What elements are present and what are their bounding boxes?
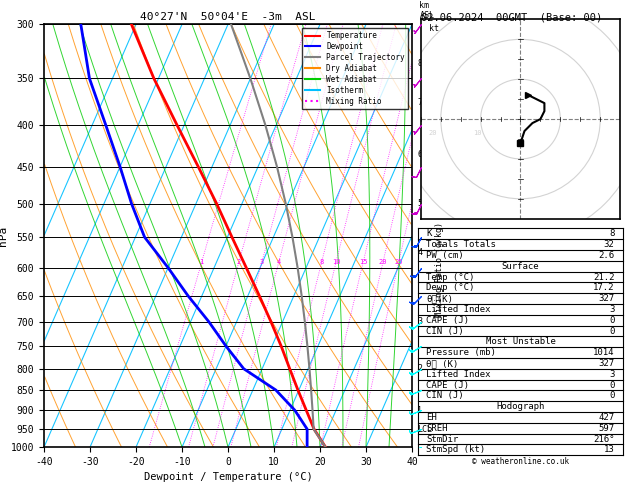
Text: 17.2: 17.2	[593, 283, 615, 292]
Text: 4: 4	[417, 248, 422, 257]
Text: Totals Totals: Totals Totals	[426, 240, 496, 249]
Text: 8: 8	[609, 229, 615, 238]
Text: 20: 20	[379, 259, 387, 265]
Text: 6: 6	[417, 150, 422, 159]
Text: 327: 327	[598, 359, 615, 368]
Text: CIN (J): CIN (J)	[426, 391, 464, 400]
Text: 02.06.2024  00GMT  (Base: 00): 02.06.2024 00GMT (Base: 00)	[421, 12, 603, 22]
Text: 597: 597	[598, 424, 615, 433]
Text: EH: EH	[426, 413, 437, 422]
Text: LCL: LCL	[417, 425, 432, 434]
Text: 3: 3	[260, 259, 264, 265]
Text: 1: 1	[417, 406, 422, 415]
Y-axis label: hPa: hPa	[0, 226, 8, 246]
Text: 8: 8	[417, 58, 422, 68]
Title: 40°27'N  50°04'E  -3m  ASL: 40°27'N 50°04'E -3m ASL	[140, 12, 316, 22]
Text: 2: 2	[237, 259, 241, 265]
Text: CAPE (J): CAPE (J)	[426, 381, 469, 389]
Text: 20: 20	[429, 130, 437, 136]
Text: Mixing Ratio (g/kg): Mixing Ratio (g/kg)	[435, 222, 444, 317]
Text: Dewp (°C): Dewp (°C)	[426, 283, 475, 292]
Text: 0: 0	[609, 391, 615, 400]
Text: 10: 10	[472, 130, 481, 136]
Text: 327: 327	[598, 294, 615, 303]
Text: 0: 0	[609, 316, 615, 325]
Text: 10: 10	[332, 259, 340, 265]
Text: 3: 3	[609, 305, 615, 314]
Text: 1: 1	[199, 259, 204, 265]
Text: Lifted Index: Lifted Index	[426, 370, 491, 379]
Text: θᴇ(K): θᴇ(K)	[426, 294, 454, 303]
Text: 0: 0	[609, 327, 615, 335]
Text: 3: 3	[417, 317, 422, 327]
Text: km
ASL: km ASL	[420, 0, 435, 20]
Text: StmDir: StmDir	[426, 434, 459, 444]
Text: 21.2: 21.2	[593, 273, 615, 281]
Text: 427: 427	[598, 413, 615, 422]
Text: CIN (J): CIN (J)	[426, 327, 464, 335]
Text: 32: 32	[604, 240, 615, 249]
Text: Pressure (mb): Pressure (mb)	[426, 348, 496, 357]
Text: 2: 2	[417, 364, 422, 373]
Text: © weatheronline.co.uk: © weatheronline.co.uk	[472, 457, 569, 466]
Text: 0: 0	[609, 381, 615, 389]
X-axis label: Dewpoint / Temperature (°C): Dewpoint / Temperature (°C)	[143, 472, 313, 483]
Text: 5: 5	[417, 199, 422, 208]
Text: 1014: 1014	[593, 348, 615, 357]
Text: 25: 25	[394, 259, 403, 265]
Text: SREH: SREH	[426, 424, 448, 433]
Text: 4: 4	[277, 259, 281, 265]
Text: 15: 15	[359, 259, 367, 265]
Text: StmSpd (kt): StmSpd (kt)	[426, 445, 486, 454]
Text: 3: 3	[609, 370, 615, 379]
Text: Hodograph: Hodograph	[496, 402, 545, 411]
Text: Lifted Index: Lifted Index	[426, 305, 491, 314]
Text: Temp (°C): Temp (°C)	[426, 273, 475, 281]
Text: 13: 13	[604, 445, 615, 454]
Text: 8: 8	[320, 259, 324, 265]
Text: 216°: 216°	[593, 434, 615, 444]
Legend: Temperature, Dewpoint, Parcel Trajectory, Dry Adiabat, Wet Adiabat, Isotherm, Mi: Temperature, Dewpoint, Parcel Trajectory…	[302, 28, 408, 109]
Text: 2.6: 2.6	[598, 251, 615, 260]
Text: θᴇ (K): θᴇ (K)	[426, 359, 459, 368]
Text: Most Unstable: Most Unstable	[486, 337, 555, 347]
Text: PW (cm): PW (cm)	[426, 251, 464, 260]
Text: CAPE (J): CAPE (J)	[426, 316, 469, 325]
Text: 7: 7	[417, 98, 422, 107]
Text: kt: kt	[429, 24, 439, 34]
Text: Surface: Surface	[502, 262, 539, 271]
Text: K: K	[426, 229, 432, 238]
